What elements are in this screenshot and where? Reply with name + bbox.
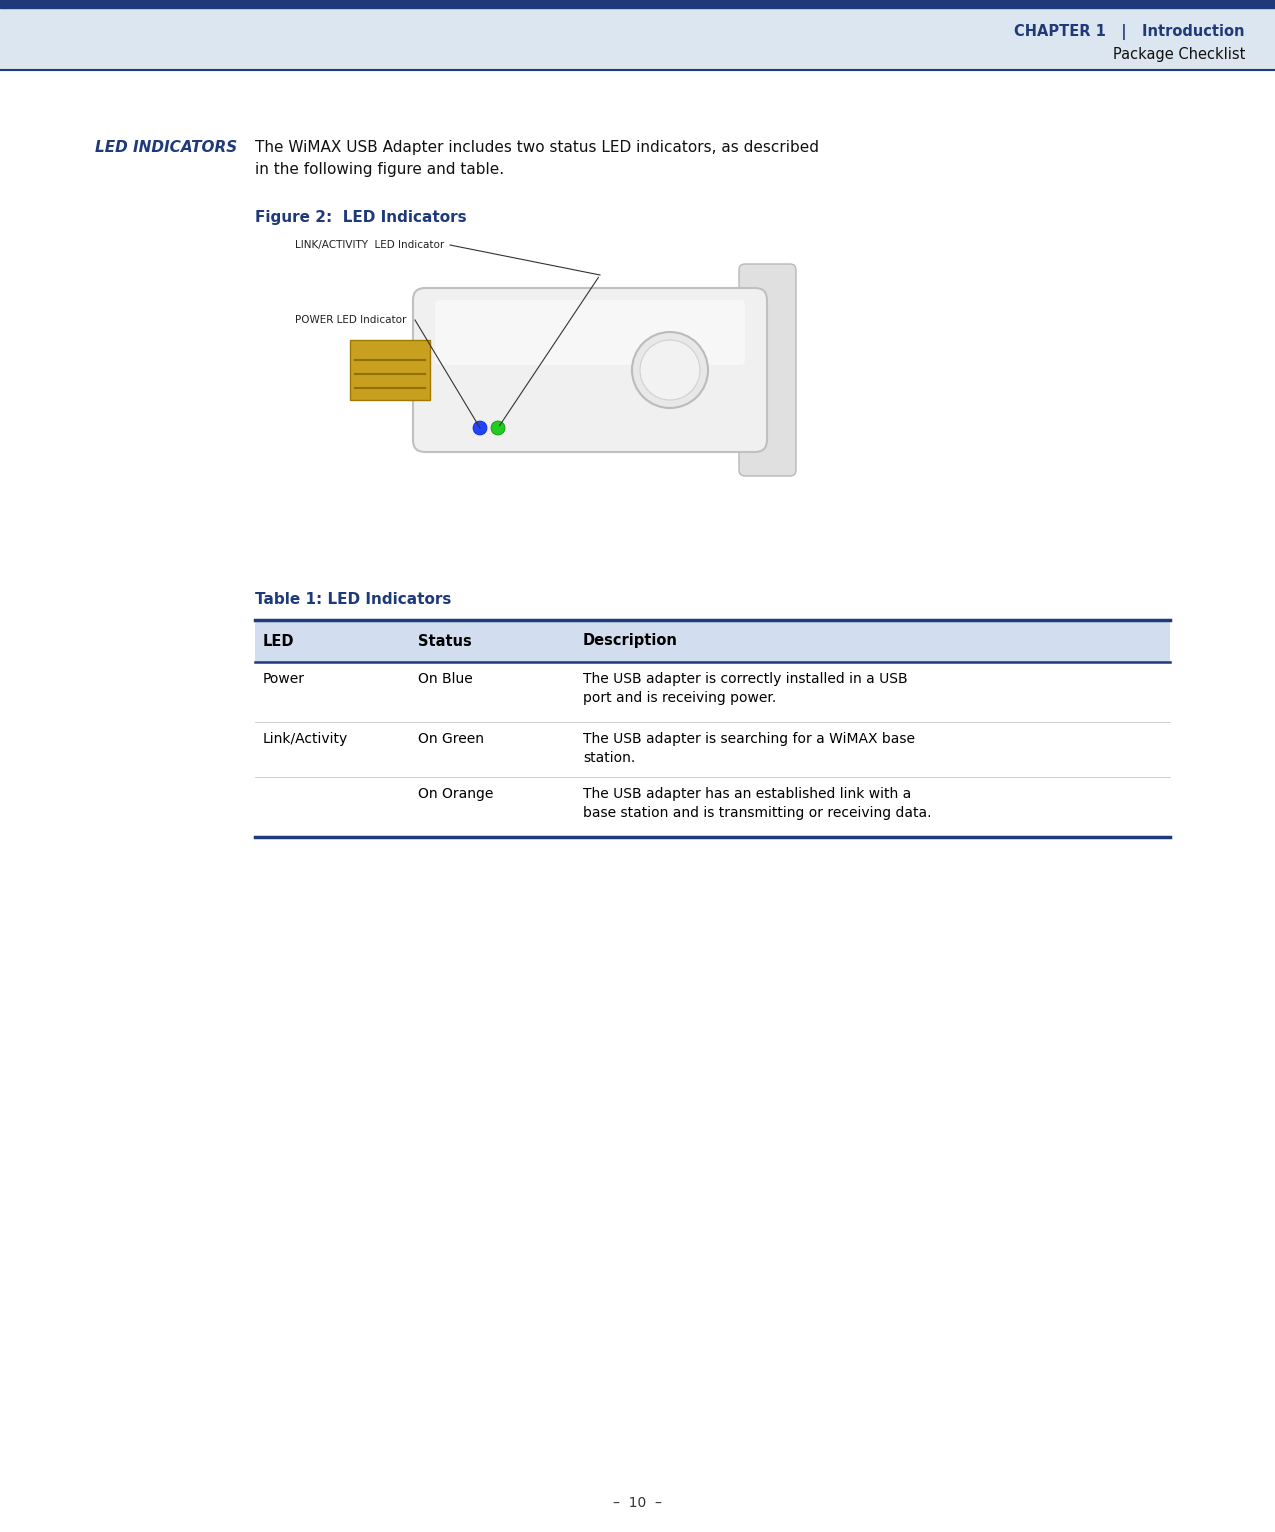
Text: Package Checklist: Package Checklist <box>1113 47 1244 61</box>
Bar <box>0 8 1275 70</box>
Bar <box>351 340 430 400</box>
Text: The USB adapter has an established link with a
base station and is transmitting : The USB adapter has an established link … <box>583 787 932 820</box>
Circle shape <box>491 421 505 435</box>
Text: LINK/ACTIVITY  LED Indicator: LINK/ACTIVITY LED Indicator <box>295 241 444 250</box>
Text: LED INDICATORS: LED INDICATORS <box>96 139 237 155</box>
Text: The USB adapter is correctly installed in a USB
port and is receiving power.: The USB adapter is correctly installed i… <box>583 673 908 705</box>
Text: Link/Activity: Link/Activity <box>263 732 348 746</box>
FancyBboxPatch shape <box>413 288 768 452</box>
Circle shape <box>473 421 487 435</box>
Circle shape <box>632 332 708 408</box>
Bar <box>255 620 1170 662</box>
Text: On Blue: On Blue <box>418 673 473 686</box>
Text: Figure 2:  LED Indicators: Figure 2: LED Indicators <box>255 210 467 225</box>
FancyBboxPatch shape <box>740 264 796 476</box>
Circle shape <box>640 340 700 400</box>
Text: On Orange: On Orange <box>418 787 493 801</box>
Text: POWER LED Indicator: POWER LED Indicator <box>295 316 407 325</box>
Text: CHAPTER 1   |   Introduction: CHAPTER 1 | Introduction <box>1015 23 1244 40</box>
Text: On Green: On Green <box>418 732 484 746</box>
Text: Description: Description <box>583 634 678 648</box>
Text: Status: Status <box>418 634 472 648</box>
Text: Table 1: LED Indicators: Table 1: LED Indicators <box>255 591 451 607</box>
Text: The WiMAX USB Adapter includes two status LED indicators, as described: The WiMAX USB Adapter includes two statu… <box>255 139 819 155</box>
Bar <box>0 0 1275 8</box>
Text: –  10  –: – 10 – <box>612 1497 662 1511</box>
Text: The USB adapter is searching for a WiMAX base
station.: The USB adapter is searching for a WiMAX… <box>583 732 915 764</box>
FancyBboxPatch shape <box>435 300 745 365</box>
Text: LED: LED <box>263 634 295 648</box>
Text: Power: Power <box>263 673 305 686</box>
Text: in the following figure and table.: in the following figure and table. <box>255 162 504 178</box>
